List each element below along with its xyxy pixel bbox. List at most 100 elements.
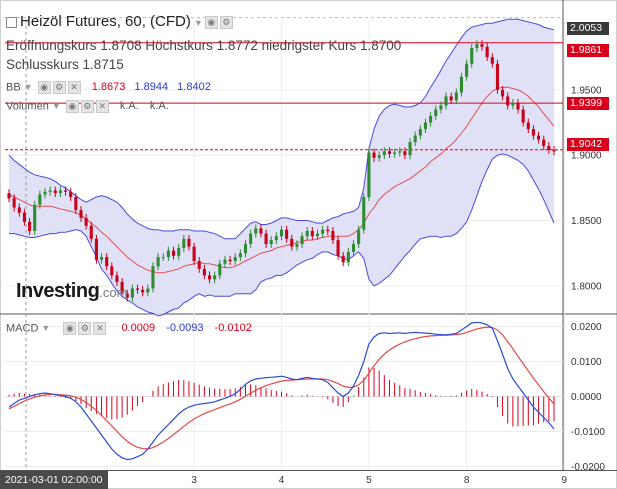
candle[interactable] [94,238,98,260]
candle[interactable] [207,275,212,280]
candle[interactable] [125,293,129,298]
candle[interactable] [84,217,88,226]
candle[interactable] [151,266,155,289]
candle[interactable] [552,149,556,152]
candle[interactable] [346,251,350,263]
close-icon[interactable]: ✕ [95,100,109,113]
candle[interactable] [69,191,73,198]
gear-icon[interactable]: ⚙ [52,81,66,94]
candle[interactable] [470,48,474,64]
candle[interactable] [418,129,422,136]
candle[interactable] [238,253,242,258]
candle[interactable] [110,266,114,276]
candle[interactable] [259,228,263,234]
candle[interactable] [192,246,196,262]
candle[interactable] [12,198,16,208]
candle[interactable] [182,238,186,248]
candle[interactable] [305,230,309,237]
candle[interactable] [413,135,417,143]
candle[interactable] [408,142,412,156]
candle[interactable] [531,129,535,136]
candle[interactable] [310,230,314,237]
candle[interactable] [130,288,134,298]
candle[interactable] [22,212,26,222]
candle[interactable] [64,190,68,192]
candle[interactable] [377,155,381,158]
eye-icon[interactable]: ◉ [204,15,218,29]
candle[interactable] [254,228,258,234]
candle[interactable] [28,221,32,231]
candle[interactable] [269,240,273,245]
candle[interactable] [398,151,402,153]
candle[interactable] [495,63,499,90]
chevron-down-icon[interactable]: ▼ [51,101,61,112]
candle[interactable] [423,122,428,130]
candle[interactable] [53,190,57,194]
candle[interactable] [321,229,325,234]
candle[interactable] [542,139,546,147]
candle[interactable] [156,257,160,267]
gear-icon[interactable]: ⚙ [219,15,233,29]
candle[interactable] [213,275,217,280]
candle[interactable] [387,151,392,154]
candle[interactable] [315,233,320,237]
candle[interactable] [485,46,489,58]
candle[interactable] [459,76,463,93]
candle[interactable] [58,190,62,194]
candle[interactable] [449,96,453,101]
candle[interactable] [228,259,232,262]
candle[interactable] [177,247,181,256]
candle[interactable] [336,240,340,256]
chevron-down-icon[interactable]: ▼ [23,82,33,93]
candle[interactable] [511,102,515,106]
eye-icon[interactable]: ◉ [37,81,51,94]
candle[interactable] [351,244,356,252]
candle[interactable] [490,57,494,64]
collapse-icon[interactable] [6,16,17,28]
gear-icon[interactable]: ⚙ [80,100,94,113]
candle[interactable] [135,288,140,290]
candle[interactable] [393,152,397,154]
candle[interactable] [300,236,304,245]
candle[interactable] [475,44,479,49]
candle[interactable] [197,261,201,269]
candle[interactable] [326,229,330,231]
eye-icon[interactable]: ◉ [63,322,77,335]
candle[interactable] [249,233,253,245]
candle[interactable] [516,102,520,110]
candle[interactable] [146,288,150,293]
candle[interactable] [403,151,407,156]
candle[interactable] [537,135,541,140]
candle[interactable] [285,229,289,239]
candle[interactable] [17,207,21,213]
candle[interactable] [331,230,335,241]
eye-icon[interactable]: ◉ [65,100,79,113]
candle[interactable] [171,250,176,256]
candle[interactable] [341,255,345,263]
chevron-down-icon[interactable]: ▼ [41,323,51,334]
candle[interactable] [506,96,510,106]
candle[interactable] [38,194,42,205]
candle[interactable] [274,236,278,241]
candle[interactable] [362,197,366,230]
candle[interactable] [382,151,386,156]
candle[interactable] [279,229,284,237]
candle[interactable] [187,238,191,247]
candle[interactable] [105,257,109,267]
gear-icon[interactable]: ⚙ [78,322,92,335]
candle[interactable] [480,44,484,47]
candle[interactable] [89,225,93,239]
candle[interactable] [218,263,222,276]
candle[interactable] [100,257,104,260]
candle[interactable] [521,109,525,123]
candle[interactable] [79,210,83,218]
candle[interactable] [444,96,448,106]
candle[interactable] [48,190,52,192]
chevron-down-icon[interactable]: ▼ [193,18,203,28]
candle[interactable] [74,197,78,211]
candle[interactable] [33,204,37,231]
candle[interactable] [429,116,433,123]
candle[interactable] [367,152,371,198]
close-icon[interactable]: ✕ [93,322,107,335]
